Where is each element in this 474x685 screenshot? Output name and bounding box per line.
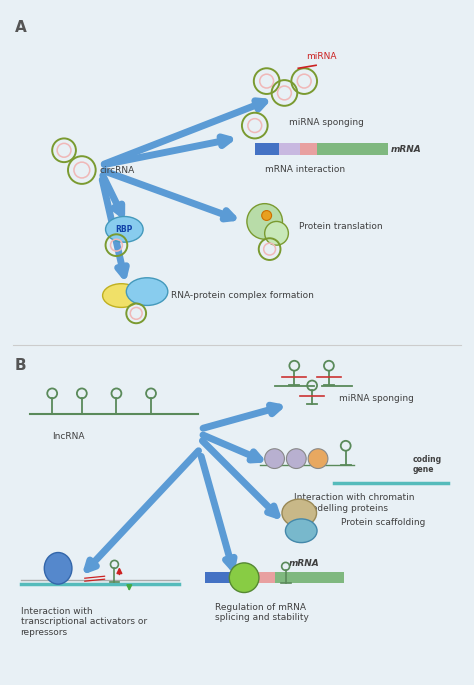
Text: Regulation of mRNA
splicing and stability: Regulation of mRNA splicing and stabilit…: [215, 603, 309, 622]
Text: mRNA interaction: mRNA interaction: [264, 165, 345, 174]
Circle shape: [247, 203, 283, 239]
Circle shape: [264, 449, 284, 469]
Text: Interaction with
transcriptional activators or
repressors: Interaction with transcriptional activat…: [20, 607, 146, 636]
Text: Protein translation: Protein translation: [299, 222, 383, 231]
Ellipse shape: [106, 216, 143, 242]
Bar: [274, 572, 344, 583]
Text: A: A: [15, 20, 27, 35]
Text: Interaction with chromatin
remodelling proteins: Interaction with chromatin remodelling p…: [294, 493, 415, 512]
Text: lncRNA: lncRNA: [52, 432, 85, 441]
Circle shape: [229, 563, 259, 593]
Bar: [279, 143, 300, 155]
Text: Protein scaffolding: Protein scaffolding: [341, 519, 425, 527]
Bar: [205, 572, 233, 583]
Circle shape: [308, 449, 328, 469]
Bar: [318, 143, 388, 155]
Text: B: B: [15, 358, 26, 373]
Ellipse shape: [102, 284, 140, 308]
Bar: [300, 143, 318, 155]
Text: RBP: RBP: [116, 225, 133, 234]
Text: miRNA sponging: miRNA sponging: [290, 118, 364, 127]
Text: miRNA: miRNA: [306, 52, 337, 62]
Bar: [233, 572, 254, 583]
Ellipse shape: [285, 519, 317, 543]
Bar: [254, 572, 274, 583]
Text: coding
gene: coding gene: [413, 455, 442, 475]
Circle shape: [264, 221, 288, 245]
Text: mRNA: mRNA: [391, 145, 422, 154]
Text: circRNA: circRNA: [100, 166, 135, 175]
Text: RNA-protein complex formation: RNA-protein complex formation: [171, 291, 314, 300]
Ellipse shape: [44, 553, 72, 584]
Text: mRNA: mRNA: [288, 560, 319, 569]
Ellipse shape: [282, 499, 317, 527]
Text: miRNA sponging: miRNA sponging: [339, 395, 414, 403]
Circle shape: [286, 449, 306, 469]
Circle shape: [262, 210, 272, 221]
Bar: [255, 143, 279, 155]
Ellipse shape: [126, 278, 168, 306]
